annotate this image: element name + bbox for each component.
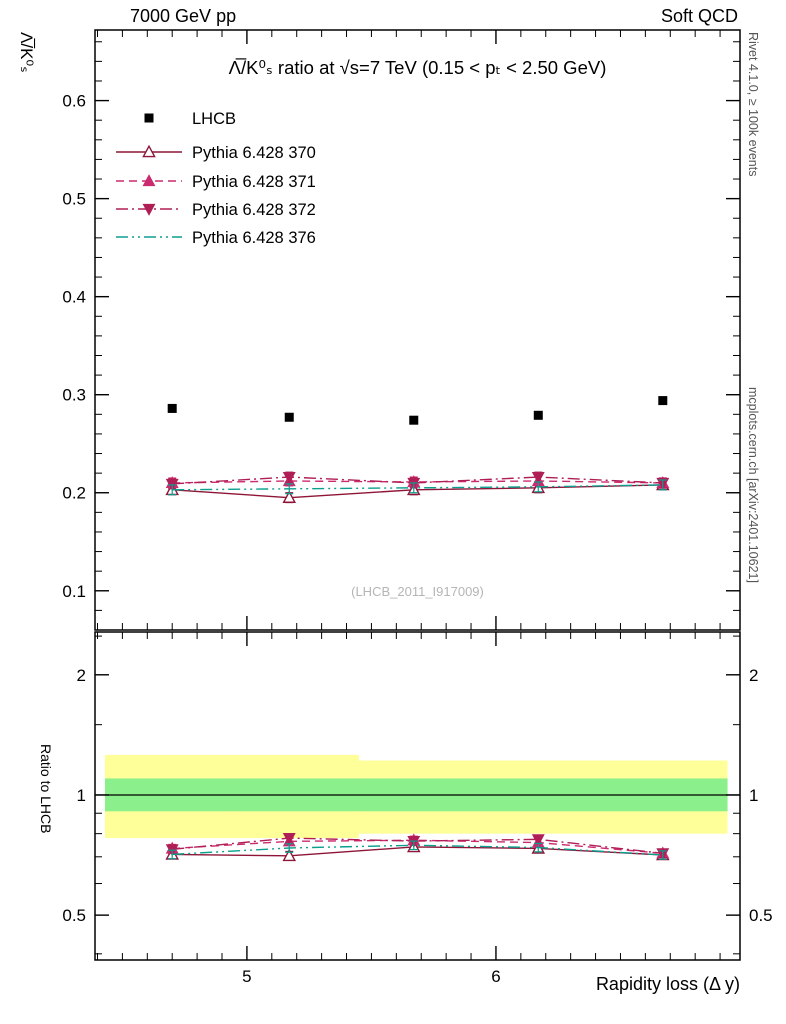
legend-label: Pythia 6.428 376 xyxy=(192,229,316,247)
tick-label: 0.6 xyxy=(62,92,86,111)
main-panel-frame xyxy=(94,29,741,631)
series-pythia-6-428-376 xyxy=(168,479,667,496)
data-marker xyxy=(531,471,545,484)
data-marker xyxy=(282,832,296,845)
beam-energy-label: 7000 GeV pp xyxy=(130,6,237,26)
rivet-version-note: Rivet 4.1.0, ≥ 100k events xyxy=(746,32,760,177)
tick-label: 0.4 xyxy=(62,288,86,307)
tick-label: 0.1 xyxy=(62,582,86,601)
ratio-y-axis-title: Ratio to LHCB xyxy=(38,744,54,834)
legend-label: Pythia 6.428 371 xyxy=(192,173,316,191)
tick-label: 0.5 xyxy=(749,906,773,925)
axes-and-frames: 0.1 0.2 0.3 0.4 0.5 0.6 5 6 0.5 0.5 1 1 2 2 xyxy=(62,29,773,986)
process-group-label: Soft QCD xyxy=(660,6,738,26)
legend: LHCB Pythia 6.428 370 Pythia 6.428 371 Pyth… xyxy=(116,110,316,247)
data-marker xyxy=(282,471,296,484)
tick-label: 0.5 xyxy=(62,906,86,925)
data-marker xyxy=(167,403,177,413)
data-marker xyxy=(284,412,294,422)
tick-label: 5 xyxy=(242,967,251,986)
tick-label: 0.5 xyxy=(62,190,86,209)
tick-label: 0.3 xyxy=(62,386,86,405)
ratio-panel-series xyxy=(165,832,670,862)
plot-title: Λ̅/K⁰ₛ ratio at √s=7 TeV (0.15 < pₜ < 2.… xyxy=(228,57,607,78)
tick-label: 2 xyxy=(77,666,86,685)
legend-label: Pythia 6.428 372 xyxy=(192,201,316,219)
legend-entry-pythia-6-428-370: Pythia 6.428 370 xyxy=(116,144,316,162)
data-marker xyxy=(282,848,297,862)
data-marker xyxy=(144,113,154,123)
data-marker xyxy=(409,415,419,425)
data-marker xyxy=(658,396,668,406)
data-marker xyxy=(282,490,297,503)
legend-label: LHCB xyxy=(192,110,236,128)
mcplots-reference-note: mcplots.cern.ch [arXiv:2401.10621] xyxy=(746,387,760,583)
data-marker xyxy=(142,203,156,216)
ratio-panel-frame xyxy=(94,631,741,961)
legend-label: Pythia 6.428 370 xyxy=(192,144,316,162)
data-marker xyxy=(142,144,156,158)
data-marker xyxy=(142,174,156,187)
tick-label: 2 xyxy=(749,666,758,685)
analysis-id-watermark: (LHCB_2011_I917009) xyxy=(351,584,484,599)
tick-label: 1 xyxy=(77,786,86,805)
legend-entry-lhcb: LHCB xyxy=(144,110,236,128)
series-lhcb xyxy=(167,396,668,425)
tick-label: 6 xyxy=(491,967,500,986)
x-axis-title: Rapidity loss (Δ y) xyxy=(595,974,740,994)
series-pythia-6-428-376 xyxy=(168,840,667,860)
y-axis-title: Λ̅/K⁰ₛ xyxy=(17,32,36,73)
tick-label: 1 xyxy=(749,786,758,805)
main-panel-series xyxy=(165,396,670,504)
data-marker xyxy=(533,410,543,420)
data-marker xyxy=(531,834,545,847)
tick-label: 0.2 xyxy=(62,484,86,503)
legend-entry-pythia-6-428-372: Pythia 6.428 372 xyxy=(116,201,316,219)
legend-entry-pythia-6-428-376: Pythia 6.428 376 xyxy=(116,229,316,247)
legend-entry-pythia-6-428-371: Pythia 6.428 371 xyxy=(116,173,316,191)
ratio-uncertainty-bands xyxy=(95,754,740,839)
